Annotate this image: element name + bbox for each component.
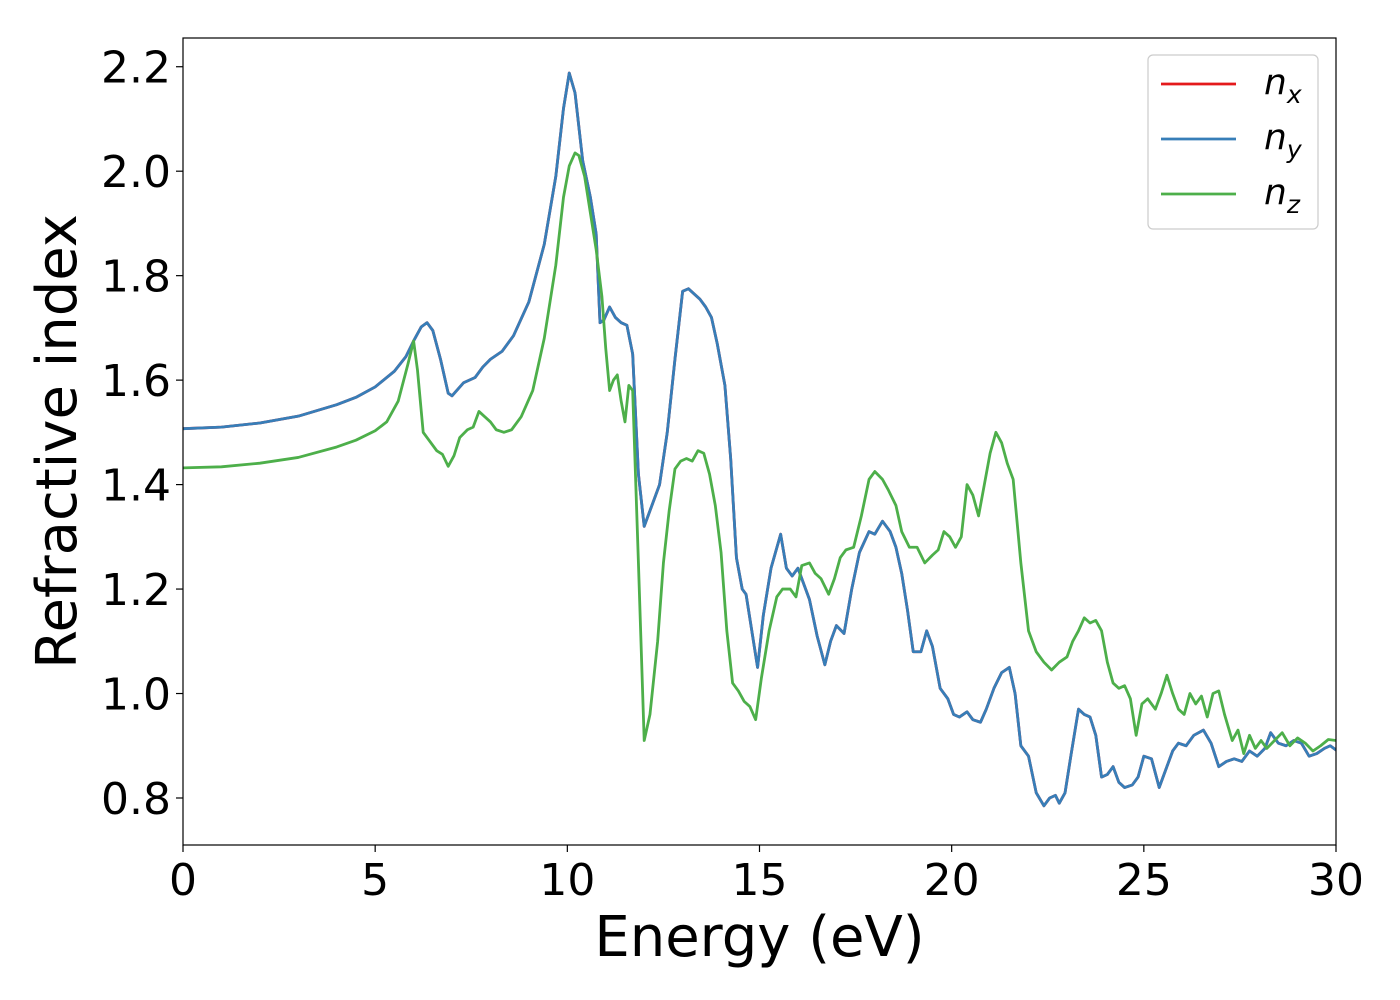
y-tick-label: 1.0 — [101, 670, 171, 721]
legend: nx ny nz — [1147, 54, 1319, 230]
legend-box — [1147, 54, 1319, 230]
x-tick-label: 0 — [169, 855, 197, 906]
y-tick-label: 1.4 — [101, 461, 171, 512]
x-tick-label: 10 — [539, 855, 595, 906]
legend-label: nx — [1264, 62, 1302, 109]
x-tick-label: 15 — [732, 855, 788, 906]
series-line-ny — [183, 71, 1336, 808]
y-tick-label: 1.2 — [101, 565, 171, 616]
series-line-nz — [183, 151, 1336, 755]
x-axis-title: Energy (eV) — [594, 905, 924, 970]
y-tick-label: 1.6 — [101, 356, 171, 407]
x-tick-label: 5 — [361, 855, 389, 906]
y-axis-title: Refractive index — [25, 214, 90, 669]
plot-lines — [183, 71, 1336, 808]
legend-label: nz — [1264, 172, 1301, 219]
y-tick-label: 1.8 — [101, 252, 171, 303]
legend-label: ny — [1264, 117, 1303, 164]
y-tick-label: 2.0 — [101, 147, 171, 198]
y-axis: 0.8 1.0 1.2 1.4 1.6 1.8 2.0 2.2 — [101, 43, 183, 825]
y-tick-label: 0.8 — [101, 774, 171, 825]
y-tick-label: 2.2 — [101, 43, 171, 94]
x-tick-label: 30 — [1308, 855, 1364, 906]
x-axis: 0 5 10 15 20 25 30 — [169, 845, 1364, 906]
x-tick-label: 20 — [924, 855, 980, 906]
x-tick-label: 25 — [1116, 855, 1172, 906]
